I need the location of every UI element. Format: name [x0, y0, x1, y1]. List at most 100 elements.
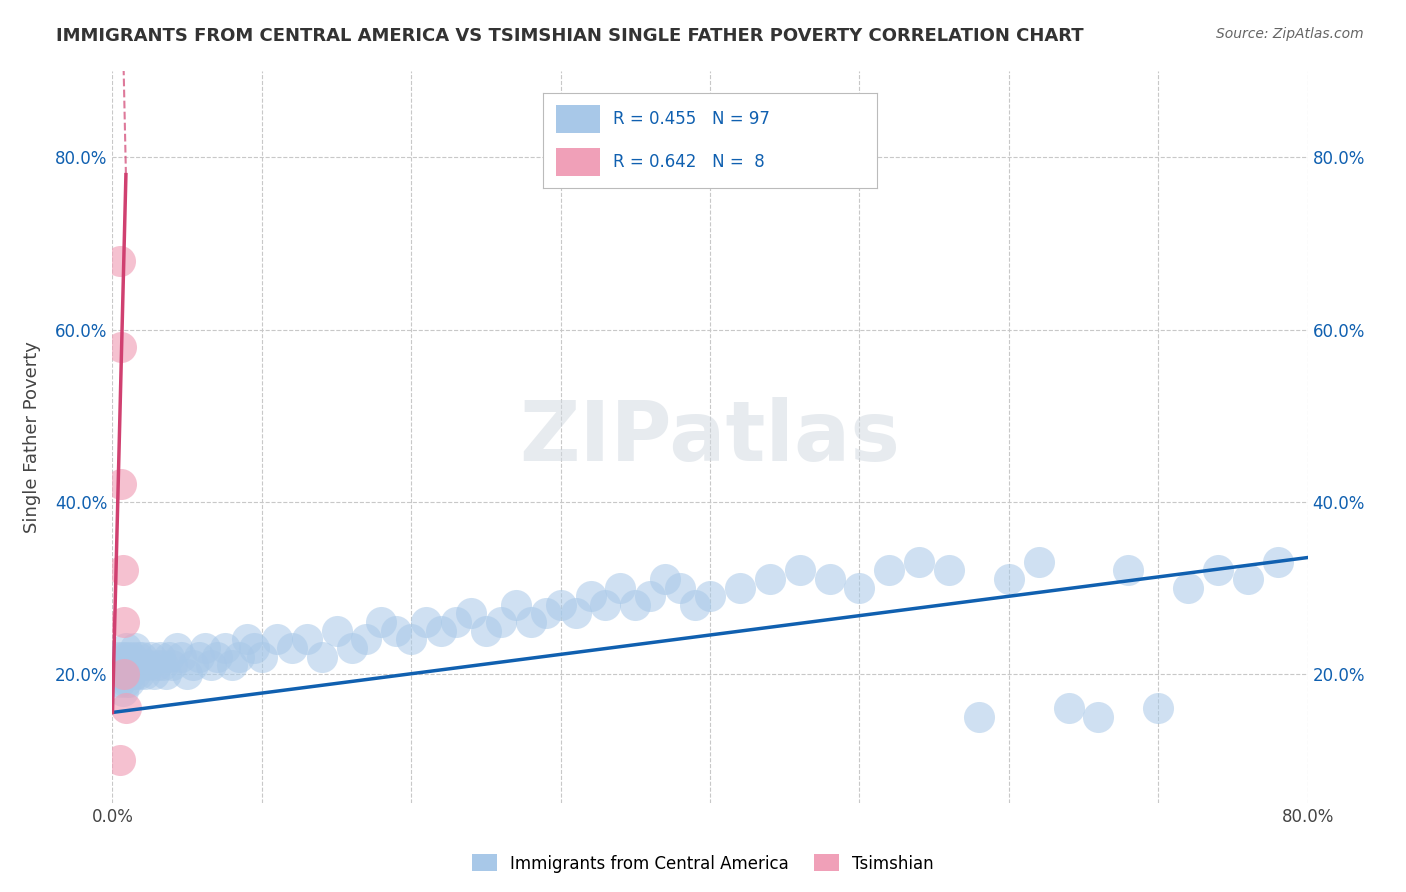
Point [654, 572, 676, 586]
Point [564, 607, 586, 621]
Point [170, 649, 193, 664]
Point [266, 632, 288, 647]
Point [385, 624, 408, 638]
Point [176, 666, 198, 681]
Point [108, 675, 131, 690]
Point [128, 666, 150, 681]
Point [127, 649, 149, 664]
Text: Source: ZipAtlas.com: Source: ZipAtlas.com [1216, 27, 1364, 41]
Point [110, 666, 132, 681]
Point [141, 649, 163, 664]
Legend: Immigrants from Central America, Tsimshian: Immigrants from Central America, Tsimshi… [465, 847, 941, 880]
Point [105, 666, 128, 681]
Point [120, 666, 142, 681]
Point [115, 675, 138, 690]
Point [938, 564, 960, 578]
Point [669, 581, 692, 595]
Point [111, 564, 134, 578]
Point [110, 477, 132, 491]
Point [111, 684, 134, 698]
Point [1147, 701, 1170, 715]
Point [1118, 564, 1140, 578]
Point [325, 624, 347, 638]
Point [124, 640, 146, 655]
Point [1028, 555, 1050, 569]
Point [157, 649, 180, 664]
Point [143, 666, 166, 681]
Point [114, 658, 135, 673]
Point [188, 649, 211, 664]
Point [818, 572, 841, 586]
Point [609, 581, 631, 595]
Point [131, 649, 153, 664]
Point [108, 253, 131, 268]
Point [1206, 564, 1229, 578]
Point [505, 598, 527, 612]
Point [194, 640, 217, 655]
Point [759, 572, 782, 586]
Point [122, 658, 145, 673]
Point [998, 572, 1021, 586]
Point [118, 658, 141, 673]
Point [356, 632, 378, 647]
Point [879, 564, 901, 578]
Point [967, 710, 990, 724]
Point [534, 607, 557, 621]
Point [110, 340, 132, 354]
Point [489, 615, 512, 629]
Point [640, 589, 662, 603]
Point [295, 632, 318, 647]
Point [214, 640, 236, 655]
Point [475, 624, 498, 638]
Point [401, 632, 423, 647]
Text: ZIPatlas: ZIPatlas [520, 397, 900, 477]
Point [415, 615, 437, 629]
Point [114, 615, 135, 629]
Point [243, 640, 266, 655]
Text: IMMIGRANTS FROM CENTRAL AMERICA VS TSIMSHIAN SINGLE FATHER POVERTY CORRELATION C: IMMIGRANTS FROM CENTRAL AMERICA VS TSIMS… [56, 27, 1084, 45]
Point [699, 589, 721, 603]
Point [121, 649, 143, 664]
Point [134, 666, 156, 681]
Point [124, 666, 146, 681]
Point [728, 581, 751, 595]
Point [129, 658, 152, 673]
Point [340, 640, 363, 655]
Point [138, 658, 160, 673]
Point [1237, 572, 1260, 586]
Point [789, 564, 811, 578]
Point [146, 658, 169, 673]
Point [118, 675, 141, 690]
Point [181, 658, 204, 673]
Point [460, 607, 482, 621]
Point [115, 701, 138, 715]
Point [1087, 710, 1109, 724]
Point [155, 666, 177, 681]
Point [125, 658, 148, 673]
Point [111, 649, 134, 664]
Point [848, 581, 870, 595]
Point [162, 658, 183, 673]
Point [236, 632, 259, 647]
Point [221, 658, 243, 673]
Point [624, 598, 647, 612]
Point [311, 649, 333, 664]
Point [444, 615, 467, 629]
Point [114, 666, 135, 681]
Point [683, 598, 706, 612]
Point [152, 658, 174, 673]
Point [117, 649, 139, 664]
Point [115, 640, 138, 655]
Point [117, 666, 139, 681]
Point [107, 649, 129, 664]
Point [108, 753, 131, 767]
Point [579, 589, 602, 603]
Point [108, 658, 131, 673]
Point [205, 649, 228, 664]
Point [550, 598, 572, 612]
Point [908, 555, 931, 569]
Y-axis label: Single Father Poverty: Single Father Poverty [24, 341, 41, 533]
Point [370, 615, 392, 629]
Point [520, 615, 543, 629]
Point [228, 649, 250, 664]
